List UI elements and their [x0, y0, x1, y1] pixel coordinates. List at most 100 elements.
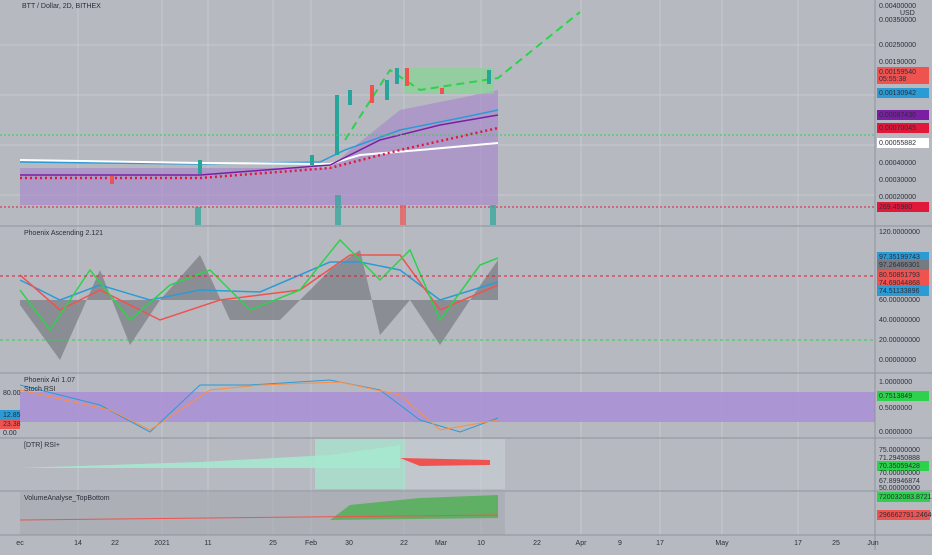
price-tag: [877, 278, 929, 288]
x-axis-label: 25: [269, 540, 277, 547]
osc-line: [19, 254, 499, 321]
axis-label: 80.00: [3, 390, 21, 397]
axis-label: 05:55:38: [879, 76, 906, 83]
rsi-area: [20, 445, 400, 468]
axis-label: 0.00: [3, 430, 17, 437]
price-tag: [0, 410, 20, 420]
price-tag: [877, 123, 929, 133]
axis-label: 1.0000000: [879, 379, 912, 386]
axis-label: 0.00020000: [879, 194, 916, 201]
axis-label: 120.0000000: [879, 229, 920, 236]
pane-title: [DTR] RSI+: [24, 442, 60, 449]
stoch-band: [20, 392, 875, 422]
x-axis-label: 22: [111, 540, 119, 547]
price-tag: [877, 270, 929, 280]
price-tag: [877, 492, 930, 502]
axis-label: 97.26466301: [879, 262, 920, 269]
axis-label: 0.00400000: [879, 3, 916, 10]
x-axis-label: 10: [477, 540, 485, 547]
osc-line: [19, 238, 499, 332]
axis-label: 75.00000000: [879, 447, 920, 454]
x-axis-label: 11: [204, 540, 211, 547]
x-axis-label: 30: [345, 540, 353, 547]
x-axis-label: ec: [16, 540, 24, 547]
axis-label: 0.00000000: [879, 357, 916, 364]
axis-label: 0.00030000: [879, 177, 916, 184]
price-tag: [877, 202, 929, 212]
axis-label: 74.51133896: [879, 288, 919, 295]
price-tag: [877, 252, 929, 262]
axis-label: 71.29450888: [879, 455, 920, 462]
axis-label: 0.00070045: [879, 125, 916, 132]
pane-title: Phoenix Ascending 2.121: [24, 230, 103, 237]
axis-label: 0.00040000: [879, 160, 916, 167]
volume: [195, 195, 496, 225]
price-tag: [877, 67, 929, 77]
axis-label: 40.00000000: [879, 317, 920, 324]
pane-title: VolumeAnalyse_TopBottom: [24, 495, 110, 502]
axis-label: 67.89946874: [879, 478, 920, 485]
axis-label: 296662791.24646559: [879, 512, 932, 519]
axis-label: 50.00000000: [879, 485, 920, 492]
x-axis-label: 17: [794, 540, 802, 547]
axis-label: 70.35059428: [879, 463, 920, 470]
ma-line: [20, 114, 499, 176]
axis-label: 0.0000000: [879, 429, 912, 436]
dots: [20, 126, 499, 180]
target-zone: [404, 68, 494, 94]
axis-label: 20.00000000: [879, 337, 920, 344]
axis-label: 0.00159540: [879, 69, 916, 76]
axis-label: 23.38: [3, 421, 21, 428]
price-tag: [0, 419, 20, 429]
osc-line: [19, 261, 499, 301]
x-axis-label: Feb: [305, 540, 317, 547]
stoch-line: [19, 381, 499, 431]
axis-label: 0.00350000: [879, 17, 916, 24]
price-tag: [877, 88, 929, 98]
x-axis-label: May: [715, 540, 729, 547]
x-axis-label: Mar: [435, 540, 448, 547]
axis-label: 74.69044868: [879, 280, 920, 287]
axis-label: 12.85: [3, 412, 21, 419]
x-axis-label: Apr: [576, 540, 588, 547]
cloud: [20, 90, 498, 205]
axis-label: 0.00130942: [879, 90, 916, 97]
price-tag: [877, 74, 929, 84]
axis-label: 60.00000000: [879, 297, 920, 304]
axis-label: 0.00190000: [879, 59, 916, 66]
axis-label: 720032083.87213859: [879, 494, 932, 501]
axis-label: USD: [900, 10, 915, 17]
price-tag: [877, 286, 929, 296]
price-tag: [877, 510, 930, 520]
histogram-area: [20, 250, 498, 360]
x-axis-label: Jun: [867, 540, 878, 547]
ma-line: [19, 142, 499, 166]
price-tag: [877, 260, 929, 270]
axis-label: 0.5000000: [879, 405, 912, 412]
price-tag: [877, 138, 929, 148]
pane-title: Phoenix Ari 1.07: [24, 377, 75, 384]
axis-label: 0.7513849: [879, 393, 912, 400]
axis-label: 269.45980: [879, 204, 912, 211]
projection: [344, 11, 581, 141]
chart-header: BTT / Dollar, 2D, BITHEX: [22, 3, 101, 10]
axis-label: 0.00087436: [879, 112, 916, 119]
vol-area: [330, 495, 498, 520]
price-tag: [877, 391, 929, 401]
axis-label: 97.35199743: [879, 254, 920, 261]
x-axis-label: 2021: [154, 540, 170, 547]
axis-label: 0.00250000: [879, 42, 916, 49]
x-axis-label: 22: [400, 540, 408, 547]
x-axis-label: 25: [832, 540, 840, 547]
candles: [110, 68, 491, 184]
stoch-line: [19, 379, 499, 433]
price-tag: [877, 461, 929, 471]
pane-title: Stoch RSI: [24, 386, 56, 393]
axis-label: 70.00000000: [879, 470, 920, 477]
axis-label: 0.00055882: [879, 140, 916, 147]
axis-label: 80.50851793: [879, 272, 920, 279]
x-axis-label: 14: [74, 540, 82, 547]
x-axis-label: 9: [618, 540, 622, 547]
